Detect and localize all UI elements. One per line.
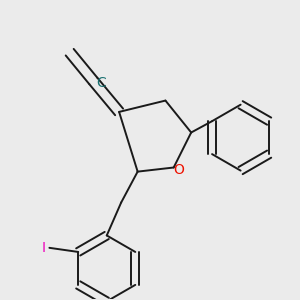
Text: C: C bbox=[97, 76, 106, 90]
Text: O: O bbox=[173, 163, 184, 177]
Text: I: I bbox=[41, 241, 45, 255]
